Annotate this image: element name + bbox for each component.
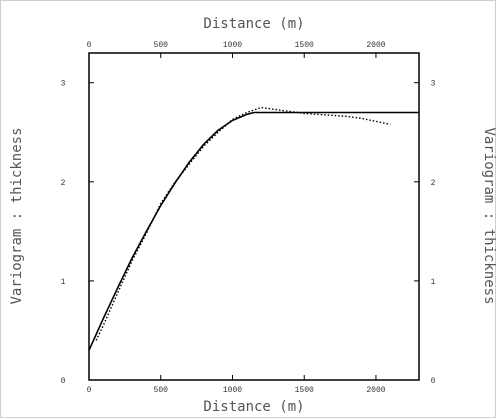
- x-tick-label-top: 1500: [295, 41, 314, 50]
- x-axis-title-bottom: Distance (m): [203, 399, 304, 415]
- x-tick-label-top: 500: [154, 41, 169, 50]
- x-tick-label-top: 0: [87, 41, 92, 50]
- y-tick-label-right: 1: [431, 278, 436, 287]
- x-tick-label-bottom: 2000: [366, 386, 385, 395]
- plot-area: [88, 52, 420, 381]
- y-tick-label-left: 0: [61, 377, 66, 386]
- x-axis-title-top: Distance (m): [203, 16, 304, 32]
- y-axis-title-left: Variogram : thickness: [9, 127, 25, 304]
- x-tick-label-bottom: 500: [154, 386, 169, 395]
- x-tick-label-bottom: 1000: [223, 386, 242, 395]
- x-tick-label-bottom: 0: [87, 386, 92, 395]
- y-tick-label-left: 1: [61, 278, 66, 287]
- y-tick-label-right: 3: [431, 80, 436, 89]
- y-tick-label-left: 3: [61, 80, 66, 89]
- y-tick-label-right: 0: [431, 377, 436, 386]
- y-axis-title-right: Variogram : thickness: [481, 127, 496, 304]
- y-tick-label-right: 2: [431, 179, 436, 188]
- experimental-variogram-line: [95, 106, 391, 341]
- x-tick-label-top: 2000: [366, 41, 385, 50]
- x-tick-label-top: 1000: [223, 41, 242, 50]
- x-tick-label-bottom: 1500: [295, 386, 314, 395]
- y-tick-label-left: 2: [61, 179, 66, 188]
- model-variogram-line: [88, 111, 419, 351]
